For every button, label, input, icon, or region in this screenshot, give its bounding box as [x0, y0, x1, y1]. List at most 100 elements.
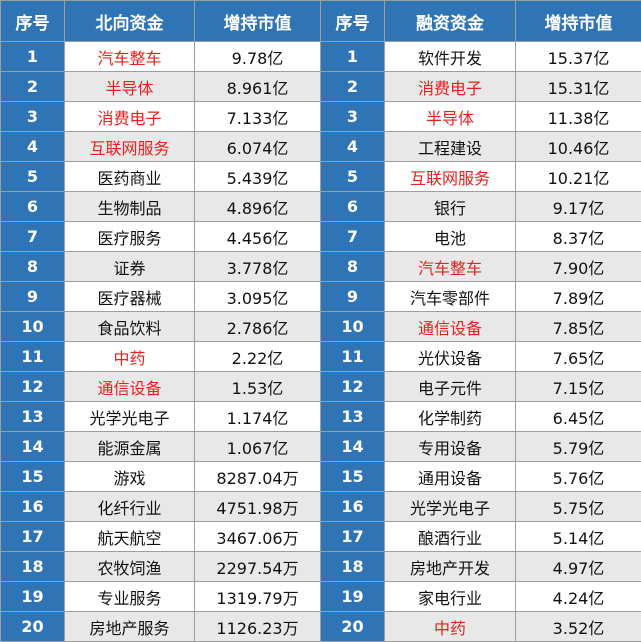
margin-sector-cell: 通用设备 — [385, 462, 516, 492]
margin-index-cell: 4 — [321, 132, 385, 162]
header-northbound-value: 增持市值 — [195, 1, 321, 42]
northbound-value-cell: 3467.06万 — [195, 522, 321, 552]
margin-value-cell: 9.17亿 — [516, 192, 641, 222]
margin-sector-cell: 汽车零部件 — [385, 282, 516, 312]
northbound-value-cell: 7.133亿 — [195, 102, 321, 132]
northbound-value-cell: 2.22亿 — [195, 342, 321, 372]
margin-sector-cell: 中药 — [385, 612, 516, 642]
margin-sector-cell: 家电行业 — [385, 582, 516, 612]
northbound-value-cell: 8.961亿 — [195, 72, 321, 102]
margin-sector-cell: 银行 — [385, 192, 516, 222]
northbound-index-cell: 3 — [1, 102, 65, 132]
northbound-sector-cell: 食品饮料 — [65, 312, 195, 342]
margin-value-cell: 4.97亿 — [516, 552, 641, 582]
margin-sector-cell: 酿酒行业 — [385, 522, 516, 552]
margin-sector-cell: 汽车整车 — [385, 252, 516, 282]
northbound-value-cell: 1319.79万 — [195, 582, 321, 612]
margin-value-cell: 7.85亿 — [516, 312, 641, 342]
margin-index-cell: 1 — [321, 42, 385, 72]
northbound-index-cell: 7 — [1, 222, 65, 252]
margin-value-cell: 5.14亿 — [516, 522, 641, 552]
northbound-sector-cell: 通信设备 — [65, 372, 195, 402]
margin-index-cell: 11 — [321, 342, 385, 372]
header-margin-value: 增持市值 — [516, 1, 641, 42]
margin-value-cell: 15.31亿 — [516, 72, 641, 102]
margin-index-cell: 6 — [321, 192, 385, 222]
northbound-index-cell: 11 — [1, 342, 65, 372]
margin-index-cell: 15 — [321, 462, 385, 492]
northbound-index-cell: 6 — [1, 192, 65, 222]
margin-index-cell: 9 — [321, 282, 385, 312]
northbound-index-cell: 2 — [1, 72, 65, 102]
margin-sector-cell: 半导体 — [385, 102, 516, 132]
margin-sector-cell: 通信设备 — [385, 312, 516, 342]
northbound-sector-cell: 汽车整车 — [65, 42, 195, 72]
northbound-value-cell: 6.074亿 — [195, 132, 321, 162]
northbound-value-cell: 4751.98万 — [195, 492, 321, 522]
margin-index-cell: 16 — [321, 492, 385, 522]
northbound-value-cell: 3.778亿 — [195, 252, 321, 282]
margin-value-cell: 7.89亿 — [516, 282, 641, 312]
northbound-value-cell: 5.439亿 — [195, 162, 321, 192]
margin-value-cell: 11.38亿 — [516, 102, 641, 132]
northbound-value-cell: 2297.54万 — [195, 552, 321, 582]
northbound-sector-cell: 游戏 — [65, 462, 195, 492]
northbound-sector-cell: 证券 — [65, 252, 195, 282]
margin-sector-cell: 光伏设备 — [385, 342, 516, 372]
northbound-sector-cell: 医药商业 — [65, 162, 195, 192]
margin-sector-cell: 电池 — [385, 222, 516, 252]
header-index: 序号 — [1, 1, 65, 42]
margin-sector-cell: 房地产开发 — [385, 552, 516, 582]
northbound-value-cell: 9.78亿 — [195, 42, 321, 72]
northbound-value-cell: 3.095亿 — [195, 282, 321, 312]
margin-index-cell: 10 — [321, 312, 385, 342]
margin-value-cell: 5.75亿 — [516, 492, 641, 522]
margin-value-cell: 15.37亿 — [516, 42, 641, 72]
northbound-sector-cell: 生物制品 — [65, 192, 195, 222]
northbound-sector-cell: 消费电子 — [65, 102, 195, 132]
margin-index-cell: 20 — [321, 612, 385, 642]
northbound-value-cell: 2.786亿 — [195, 312, 321, 342]
margin-value-cell: 5.79亿 — [516, 432, 641, 462]
margin-sector-cell: 化学制药 — [385, 402, 516, 432]
northbound-value-cell: 1.067亿 — [195, 432, 321, 462]
margin-index-cell: 2 — [321, 72, 385, 102]
margin-index-cell: 3 — [321, 102, 385, 132]
margin-value-cell: 10.21亿 — [516, 162, 641, 192]
northbound-sector-cell: 房地产服务 — [65, 612, 195, 642]
header-margin-name: 融资资金 — [385, 1, 516, 42]
margin-value-cell: 7.90亿 — [516, 252, 641, 282]
northbound-value-cell: 4.896亿 — [195, 192, 321, 222]
northbound-index-cell: 16 — [1, 492, 65, 522]
margin-index-cell: 19 — [321, 582, 385, 612]
margin-sector-cell: 互联网服务 — [385, 162, 516, 192]
northbound-sector-cell: 农牧饲渔 — [65, 552, 195, 582]
northbound-value-cell: 8287.04万 — [195, 462, 321, 492]
northbound-index-cell: 13 — [1, 402, 65, 432]
northbound-index-cell: 12 — [1, 372, 65, 402]
margin-index-cell: 14 — [321, 432, 385, 462]
margin-value-cell: 7.15亿 — [516, 372, 641, 402]
northbound-sector-cell: 光学光电子 — [65, 402, 195, 432]
northbound-index-cell: 9 — [1, 282, 65, 312]
margin-sector-cell: 消费电子 — [385, 72, 516, 102]
northbound-sector-cell: 化纤行业 — [65, 492, 195, 522]
northbound-sector-cell: 中药 — [65, 342, 195, 372]
